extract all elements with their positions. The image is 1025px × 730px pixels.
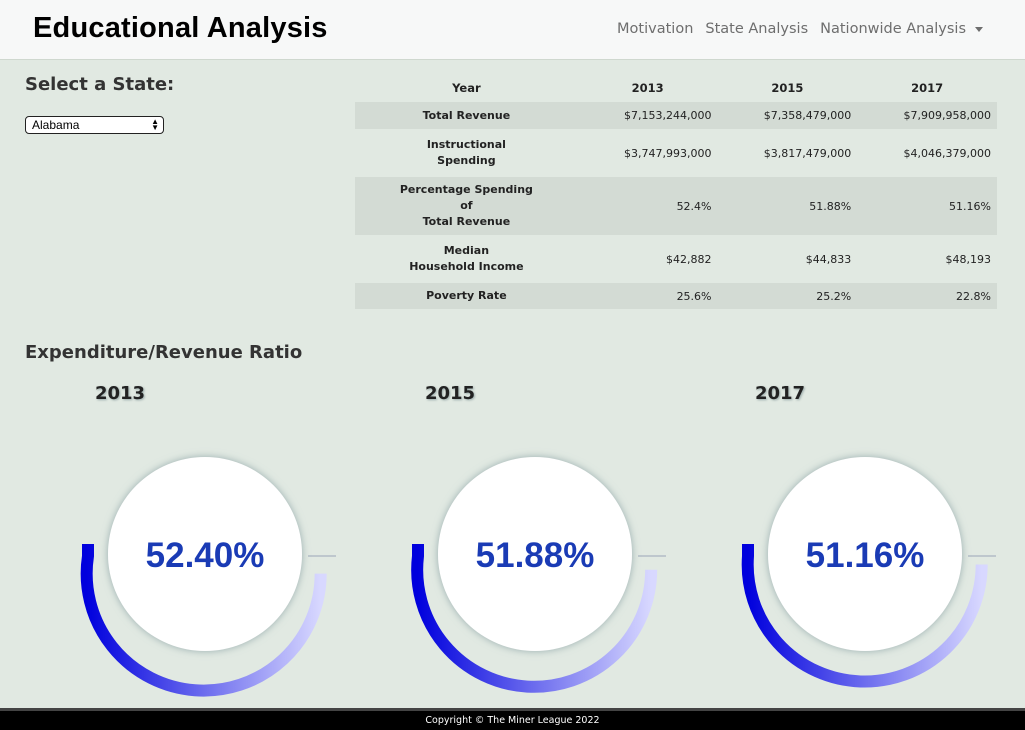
table-cell: $7,358,479,000 <box>717 102 858 131</box>
gauge-2013 <box>80 457 336 697</box>
table-cell: $7,909,958,000 <box>857 102 997 131</box>
row-header-line: Median <box>443 244 490 257</box>
nav-nationwide-label: Nationwide Analysis <box>820 21 966 37</box>
nav-menu: Motivation State Analysis Nationwide Ana… <box>617 21 983 37</box>
table-header: Year <box>452 81 481 95</box>
row-header: Instructional Spending <box>355 130 578 177</box>
row-header-line: Total Revenue <box>422 215 511 228</box>
table-row: Percentage Spending of Total Revenue 52.4% 5… <box>355 176 997 237</box>
gauge-inner-circle <box>438 457 632 651</box>
table-cell: $3,817,479,000 <box>717 130 858 177</box>
table-header: 2013 <box>631 81 664 95</box>
select-state-label: Select a State: <box>25 74 175 95</box>
row-header-line: Instructional <box>426 138 506 151</box>
row-header: Median Household Income <box>355 236 578 283</box>
row-header-line: Spending <box>437 154 496 167</box>
row-header-line: Total Revenue <box>422 108 511 122</box>
table-cell: $42,882 <box>577 236 718 283</box>
table-cell: 51.88% <box>717 176 858 237</box>
table-row: Median Household Income $42,882 $44,833 $48,… <box>355 236 997 283</box>
table-cell: 22.8% <box>857 282 997 311</box>
row-header: Percentage Spending of Total Revenue <box>355 176 578 237</box>
nav-nationwide-analysis[interactable]: Nationwide Analysis <box>820 21 983 37</box>
gauge-2015 <box>411 457 666 693</box>
row-header-line: Poverty Rate <box>426 289 507 302</box>
state-data-table: Year 2013 2015 2017 Total Revenue $7,153,… <box>355 74 997 311</box>
state-select[interactable]: Alabama ▲ ▼ <box>25 116 164 134</box>
gauge-arc-2015 <box>411 544 658 693</box>
gauge-year-2013: 2013 <box>94 383 146 404</box>
gauge-2017 <box>741 457 996 688</box>
table-cell: $48,193 <box>857 236 997 283</box>
nav-motivation[interactable]: Motivation <box>617 21 694 37</box>
gauge-year-2017: 2017 <box>754 383 806 404</box>
footer-copyright: Copyright © The Miner League 2022 <box>0 708 1025 730</box>
table-cell: 25.2% <box>717 282 858 311</box>
row-header: Poverty Rate <box>355 282 578 311</box>
gauge-value-2017: 51.16% <box>805 536 925 575</box>
navbar: Educational Analysis Motivation State An… <box>0 0 1025 60</box>
ratio-section-title: Expenditure/Revenue Ratio <box>25 342 303 363</box>
table-header: 2015 <box>771 81 804 95</box>
row-header: Total Revenue <box>355 102 578 131</box>
gauge-inner-circle <box>768 457 962 651</box>
gauge-year-2015: 2015 <box>424 383 476 404</box>
row-header-line: Percentage Spending <box>399 183 533 196</box>
table-cell: $4,046,379,000 <box>857 130 997 177</box>
table-header: 2017 <box>911 81 944 95</box>
gauge-value-2013: 52.40% <box>145 536 265 575</box>
gauge-inner-circle <box>108 457 302 651</box>
table-cell: 25.6% <box>577 282 718 311</box>
nav-state-analysis[interactable]: State Analysis <box>705 21 809 37</box>
table-header-row: Year 2013 2015 2017 <box>355 74 997 102</box>
table-cell: 51.16% <box>857 176 997 237</box>
state-select-value: Alabama <box>32 118 80 132</box>
chevron-down-icon <box>975 26 983 32</box>
table-cell: $3,747,993,000 <box>577 130 718 177</box>
row-header-line: of <box>460 199 473 212</box>
select-arrows-icon: ▲ ▼ <box>151 117 159 132</box>
table-row: Total Revenue $7,153,244,000 $7,358,479,00… <box>355 102 997 131</box>
gauge-arc-2017 <box>741 544 988 688</box>
row-header-line: Household Income <box>409 260 524 273</box>
table-row: Instructional Spending $3,747,993,000 $3,81… <box>355 130 997 177</box>
gauge-value-2015: 51.88% <box>475 536 595 575</box>
table-cell: 52.4% <box>577 176 718 237</box>
table-cell: $7,153,244,000 <box>577 102 718 131</box>
brand-title[interactable]: Educational Analysis <box>33 12 328 44</box>
gauge-arc-2013 <box>80 544 327 697</box>
table-row: Poverty Rate 25.6% 25.2% 22.8% <box>355 282 997 311</box>
table-cell: $44,833 <box>717 236 858 283</box>
